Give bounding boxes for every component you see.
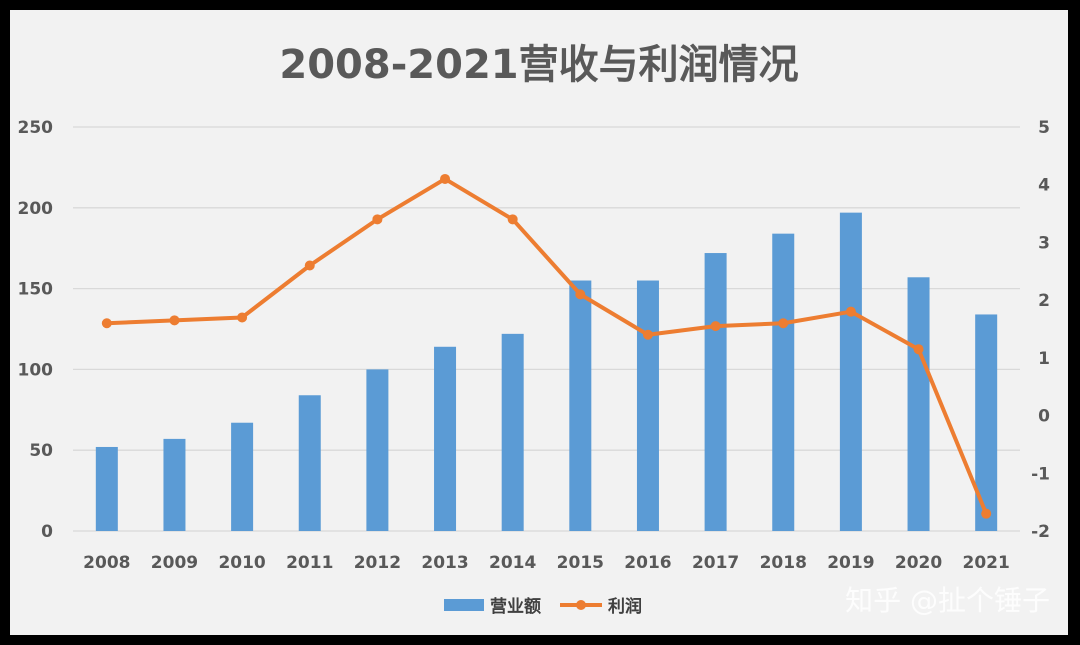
y-right-tick-label: 5 bbox=[1038, 118, 1050, 138]
line-point bbox=[913, 344, 924, 355]
y-right-tick-label: -2 bbox=[1031, 522, 1050, 542]
line-point bbox=[237, 312, 248, 323]
bar bbox=[501, 333, 524, 531]
y-right-tick-label: 4 bbox=[1038, 176, 1050, 196]
y-right-tick-label: 2 bbox=[1038, 291, 1050, 311]
bar bbox=[569, 280, 592, 531]
x-tick-label: 2009 bbox=[151, 553, 198, 573]
x-tick-label: 2012 bbox=[354, 553, 401, 573]
x-tick-label: 2018 bbox=[760, 553, 807, 573]
line-point bbox=[642, 329, 653, 340]
x-tick-label: 2021 bbox=[963, 553, 1010, 573]
bar bbox=[366, 369, 389, 531]
profit-line bbox=[106, 176, 989, 515]
bar-series bbox=[95, 212, 998, 531]
x-tick-label: 2011 bbox=[286, 553, 333, 573]
y-left-tick-label: 0 bbox=[41, 522, 53, 542]
bar bbox=[975, 314, 998, 531]
line-point bbox=[845, 306, 856, 317]
line-point bbox=[304, 260, 315, 271]
line-point bbox=[575, 289, 586, 300]
legend: 营业额 利润 bbox=[444, 596, 642, 617]
y-right-tick-label: 0 bbox=[1038, 407, 1050, 427]
line-point bbox=[440, 173, 451, 184]
y-left-ticks: 0 50 100 150 200 250 bbox=[18, 118, 54, 542]
x-tick-label: 2016 bbox=[624, 553, 671, 573]
bar bbox=[907, 277, 930, 531]
bar bbox=[231, 422, 254, 531]
bar bbox=[95, 446, 118, 531]
line-point bbox=[981, 508, 992, 519]
gridlines bbox=[73, 126, 1020, 532]
legend-label-line: 利润 bbox=[608, 596, 642, 617]
watermark: 知乎 @扯个锤子 bbox=[845, 584, 1050, 617]
line-point bbox=[710, 321, 721, 332]
bar bbox=[163, 438, 186, 531]
bar bbox=[434, 346, 457, 531]
line-point bbox=[507, 214, 518, 225]
legend-swatch-bar bbox=[444, 599, 484, 611]
bar bbox=[704, 253, 727, 531]
legend-label-bar: 营业额 bbox=[490, 596, 541, 617]
y-left-tick-label: 150 bbox=[18, 280, 54, 300]
y-left-tick-label: 250 bbox=[18, 118, 54, 138]
x-tick-label: 2019 bbox=[827, 553, 874, 573]
bar bbox=[772, 233, 795, 531]
line-point bbox=[169, 315, 180, 326]
legend-swatch-marker bbox=[576, 600, 586, 610]
x-tick-label: 2008 bbox=[83, 553, 130, 573]
bar bbox=[298, 395, 321, 531]
x-tick-label: 2014 bbox=[489, 553, 536, 573]
line-point bbox=[101, 318, 112, 329]
y-left-tick-label: 200 bbox=[18, 199, 54, 219]
combo-chart: 2008-2021营收与利润情况 0 50 100 150 200 250 -2 -1 0 1 2… bbox=[18, 42, 1051, 617]
y-left-tick-label: 50 bbox=[29, 441, 53, 461]
y-right-tick-label: -1 bbox=[1031, 464, 1050, 484]
y-right-ticks: -2 -1 0 1 2 3 4 5 bbox=[1031, 118, 1050, 542]
line-point bbox=[778, 318, 789, 329]
y-right-tick-label: 1 bbox=[1038, 349, 1050, 369]
x-ticks: 2008 2009 2010 2011 2012 2013 2014 2015 2016 2017… bbox=[83, 553, 1010, 573]
x-tick-label: 2020 bbox=[895, 553, 942, 573]
x-tick-label: 2013 bbox=[421, 553, 468, 573]
x-tick-label: 2015 bbox=[557, 553, 604, 573]
bar bbox=[839, 212, 862, 531]
chart-title: 2008-2021营收与利润情况 bbox=[279, 42, 798, 88]
y-left-tick-label: 100 bbox=[18, 360, 54, 380]
x-tick-label: 2010 bbox=[218, 553, 265, 573]
x-tick-label: 2017 bbox=[692, 553, 739, 573]
chart-frame: 2008-2021营收与利润情况 0 50 100 150 200 250 -2 -1 0 1 2… bbox=[10, 10, 1068, 635]
bar bbox=[636, 280, 659, 531]
line-series bbox=[101, 173, 992, 519]
line-point bbox=[372, 214, 383, 225]
y-right-tick-label: 3 bbox=[1038, 233, 1050, 253]
